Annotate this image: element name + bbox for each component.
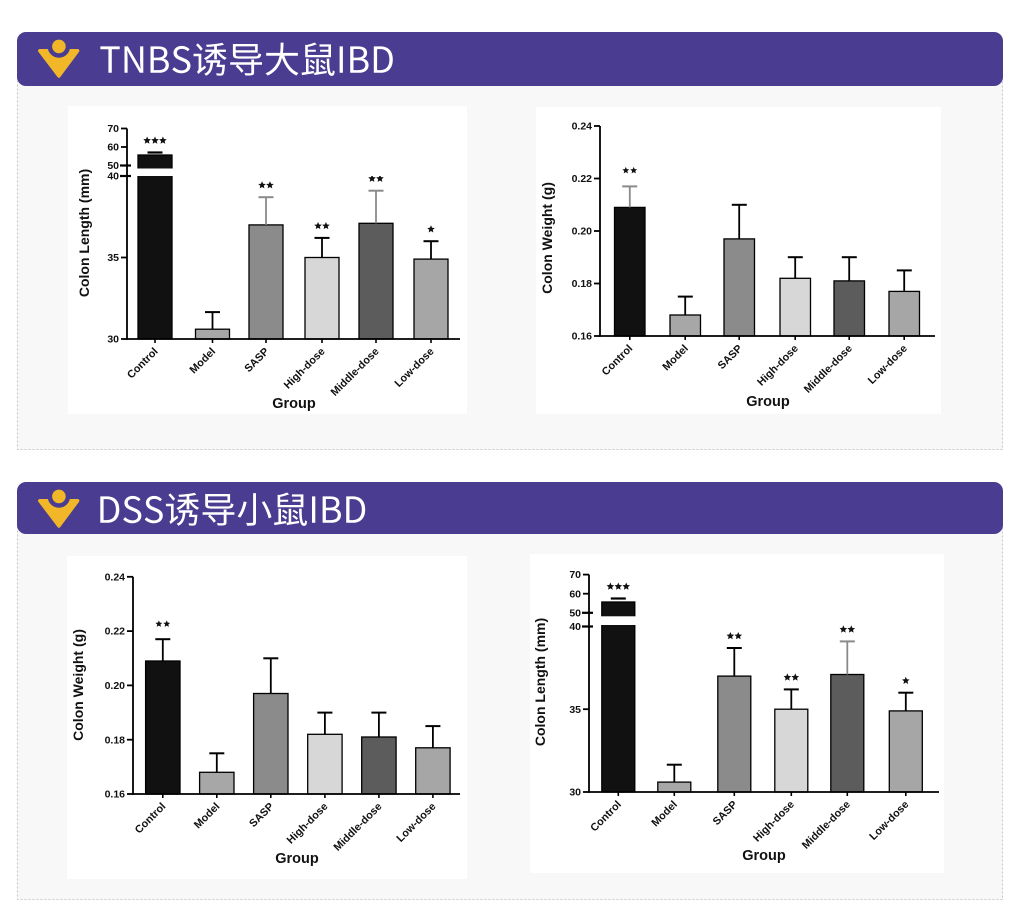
svg-text:40: 40	[569, 621, 581, 633]
svg-text:Colon Length (mm): Colon Length (mm)	[76, 169, 92, 297]
svg-text:Colon Length (mm): Colon Length (mm)	[532, 618, 548, 746]
svg-text:40: 40	[107, 171, 119, 183]
svg-text:0.20: 0.20	[105, 680, 126, 692]
svg-text:0.22: 0.22	[572, 173, 593, 185]
svg-text:70: 70	[107, 123, 119, 135]
svg-text:30: 30	[569, 787, 581, 799]
svg-text:30: 30	[107, 334, 119, 346]
svg-text:0.24: 0.24	[572, 121, 593, 133]
svg-text:Colon Weight (g): Colon Weight (g)	[70, 629, 86, 741]
svg-text:Group: Group	[742, 848, 786, 864]
svg-text:0.18: 0.18	[572, 278, 593, 290]
svg-text:Group: Group	[746, 394, 790, 410]
svg-text:0.24: 0.24	[105, 571, 126, 583]
svg-text:50: 50	[107, 160, 119, 172]
svg-text:60: 60	[569, 588, 581, 600]
svg-text:50: 50	[569, 607, 581, 619]
svg-text:0.22: 0.22	[105, 626, 126, 638]
svg-text:60: 60	[107, 142, 119, 154]
svg-text:35: 35	[569, 704, 581, 716]
svg-text:0.16: 0.16	[105, 789, 126, 801]
svg-text:70: 70	[569, 569, 581, 581]
svg-text:35: 35	[107, 252, 119, 264]
svg-text:0.18: 0.18	[105, 734, 126, 746]
svg-text:0.20: 0.20	[572, 226, 593, 238]
svg-text:0.16: 0.16	[572, 331, 593, 343]
svg-text:Group: Group	[272, 396, 316, 412]
svg-text:Colon Weight (g): Colon Weight (g)	[539, 182, 555, 294]
svg-text:Group: Group	[275, 851, 319, 867]
